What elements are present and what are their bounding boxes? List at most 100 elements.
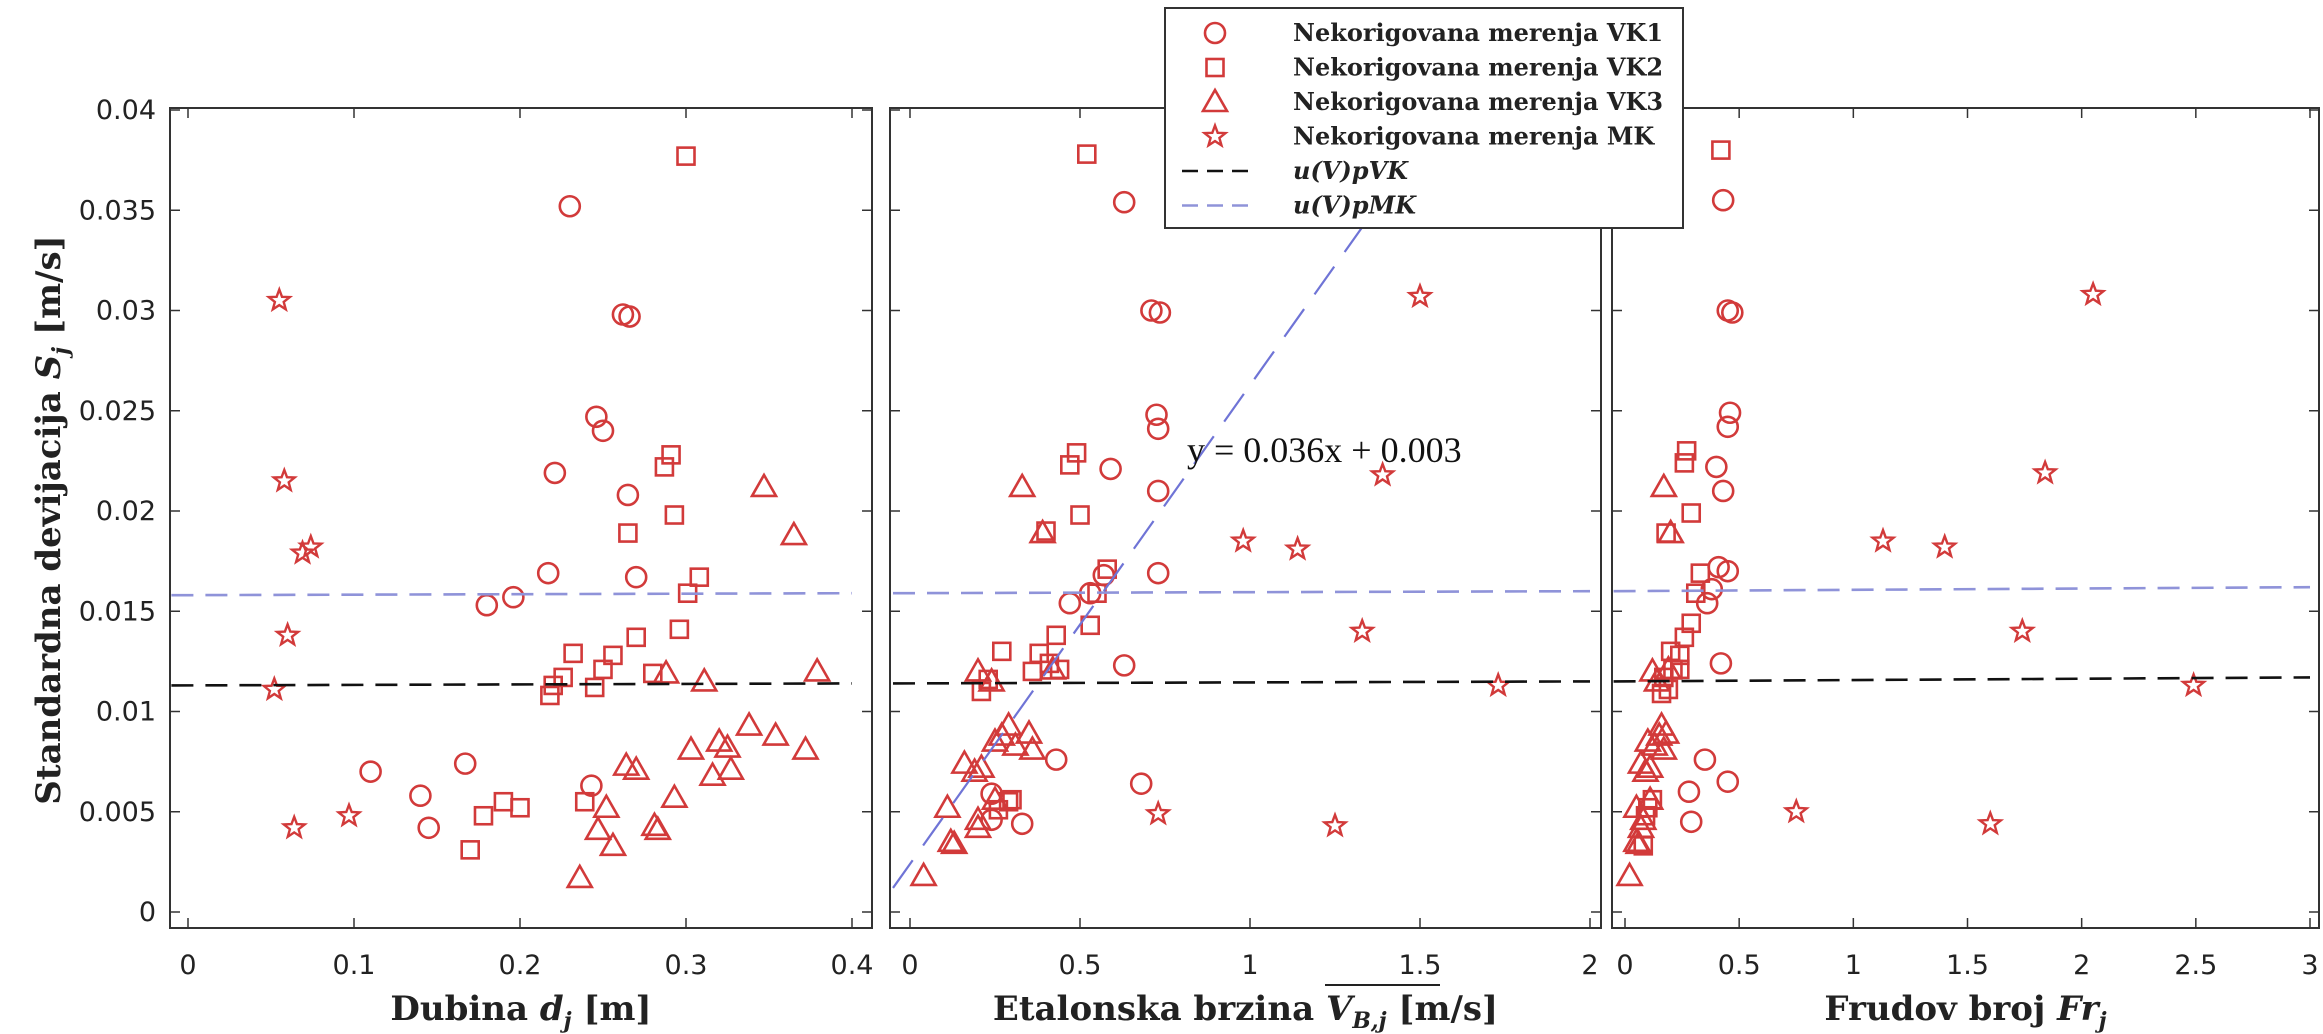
data-point-triangle <box>1633 726 1663 752</box>
data-point-triangle <box>1615 861 1644 887</box>
data-point-star <box>2079 280 2107 307</box>
data-point-square <box>1029 643 1049 664</box>
data-point-triangle <box>967 753 996 778</box>
data-point-square <box>661 445 681 465</box>
data-point-circle <box>359 760 382 783</box>
legend-label: u(V)pMK <box>1293 191 1417 220</box>
plot-frame <box>1611 107 2320 929</box>
y-tick-label: 0.04 <box>96 95 156 126</box>
data-point-square <box>1651 683 1672 704</box>
data-point-square <box>540 685 560 706</box>
data-point-triangle <box>660 783 689 809</box>
x-axis-label-symbol: d <box>540 989 564 1029</box>
data-point-triangle <box>802 656 832 682</box>
y-tick-label: 0.03 <box>96 296 156 327</box>
data-point-square <box>642 663 663 684</box>
data-point-star <box>1976 809 2005 836</box>
data-point-square <box>626 627 647 648</box>
vk-reference-line <box>1613 676 2311 683</box>
data-point-triangle <box>1622 793 1651 819</box>
data-point-triangle <box>977 666 1006 692</box>
data-point-triangle <box>1635 785 1665 811</box>
panel-2: 0 0.5 1 1.5 2 Etalonska brzina VB,j [m/s] y = … <box>889 107 1602 1034</box>
y-tick-label: 0.005 <box>79 797 156 828</box>
data-point-circle <box>1129 772 1153 795</box>
data-point-circle <box>1146 561 1170 585</box>
legend-label: u(V)pVK <box>1293 156 1409 185</box>
data-point-triangle <box>1028 518 1057 544</box>
data-point-circle <box>558 194 582 218</box>
data-point-circle <box>1146 417 1170 441</box>
legend-label: Nekorigovana merenja MK <box>1293 122 1655 151</box>
data-point-triangle <box>761 720 790 746</box>
data-point-square <box>1022 661 1043 682</box>
data-point-star <box>1406 282 1434 309</box>
y-tick-label: 0.02 <box>96 496 156 527</box>
data-point-triangle <box>963 813 993 839</box>
data-point-triangle <box>713 732 742 758</box>
data-point-triangle <box>749 472 779 498</box>
panel-1: 0 0.005 0.01 0.015 0.02 0.025 0.03 0.035 0.04 0 0.… <box>79 95 874 1034</box>
data-point-triangle <box>1629 805 1658 831</box>
data-point-triangle <box>651 658 681 684</box>
x-tick-label: 0.3 <box>665 950 708 981</box>
x-tick-label: 1.5 <box>1399 950 1442 981</box>
legend-label: Nekorigovana merenja VK3 <box>1293 87 1663 116</box>
plot-content <box>171 146 853 889</box>
data-point-star <box>288 538 317 565</box>
legend-entry: Nekorigovana merenja VK2 <box>1205 53 1663 82</box>
x-tick-label: 1 <box>1241 950 1258 981</box>
data-point-circle <box>1148 301 1172 324</box>
data-point-square <box>654 457 675 477</box>
data-point-triangle <box>963 805 993 831</box>
data-point-square <box>689 567 710 587</box>
data-point-star <box>2179 670 2208 698</box>
data-point-square <box>669 619 690 640</box>
data-point-square <box>664 505 685 525</box>
data-point-square <box>574 791 595 812</box>
data-point-circle <box>1044 748 1068 771</box>
data-point-square <box>1097 559 1117 579</box>
x-axis-label: Frudov broj Frj <box>1824 989 2106 1034</box>
data-point-circle <box>580 774 603 797</box>
data-point-triangle <box>779 520 809 546</box>
data-point-triangle <box>676 734 706 760</box>
x-axis-label-unit: [m] <box>572 989 652 1029</box>
data-point-square <box>1690 563 1711 583</box>
data-point-circle <box>1695 591 1719 615</box>
data-point-triangle <box>1007 472 1037 498</box>
mk-reference-line <box>1613 585 2311 593</box>
legend-box <box>1164 7 1684 229</box>
legend: Nekorigovana merenja VK1 Nekorigovana mer… <box>1164 7 1684 229</box>
legend-entry: u(V)pMK <box>1182 191 1417 220</box>
y-tick-label: 0.015 <box>79 596 156 627</box>
data-point-circle <box>1099 457 1122 481</box>
data-point-star <box>260 674 289 702</box>
data-point-star <box>335 801 363 828</box>
data-point-square <box>1077 144 1097 164</box>
data-point-circle <box>1718 401 1742 425</box>
x-tick-label: 1.5 <box>1946 950 1989 981</box>
data-point-circle <box>536 561 560 585</box>
data-point-triangle <box>1001 730 1030 756</box>
data-point-square <box>510 797 530 818</box>
legend-marker-triangle <box>1200 87 1230 113</box>
data-point-triangle <box>980 785 1010 811</box>
data-point-square <box>1066 443 1087 463</box>
data-point-triangle <box>936 827 966 853</box>
data-point-circle <box>1693 748 1717 771</box>
legend-marker-star <box>1201 122 1229 149</box>
data-point-square <box>1711 140 1731 160</box>
data-point-star <box>270 466 298 493</box>
data-point-square <box>1080 615 1100 636</box>
y-tick-label: 0.035 <box>79 195 156 226</box>
plot-content <box>1613 140 2311 887</box>
data-point-circle <box>417 816 441 840</box>
x-tick-label: 3 <box>2301 950 2318 981</box>
data-point-circle <box>1705 455 1728 479</box>
data-point-circle <box>1146 479 1170 503</box>
data-point-triangle <box>734 710 764 736</box>
data-point-circle <box>1716 559 1740 583</box>
x-axis-label-text: Frudov broj <box>1824 989 2057 1029</box>
data-point-star <box>280 813 309 840</box>
